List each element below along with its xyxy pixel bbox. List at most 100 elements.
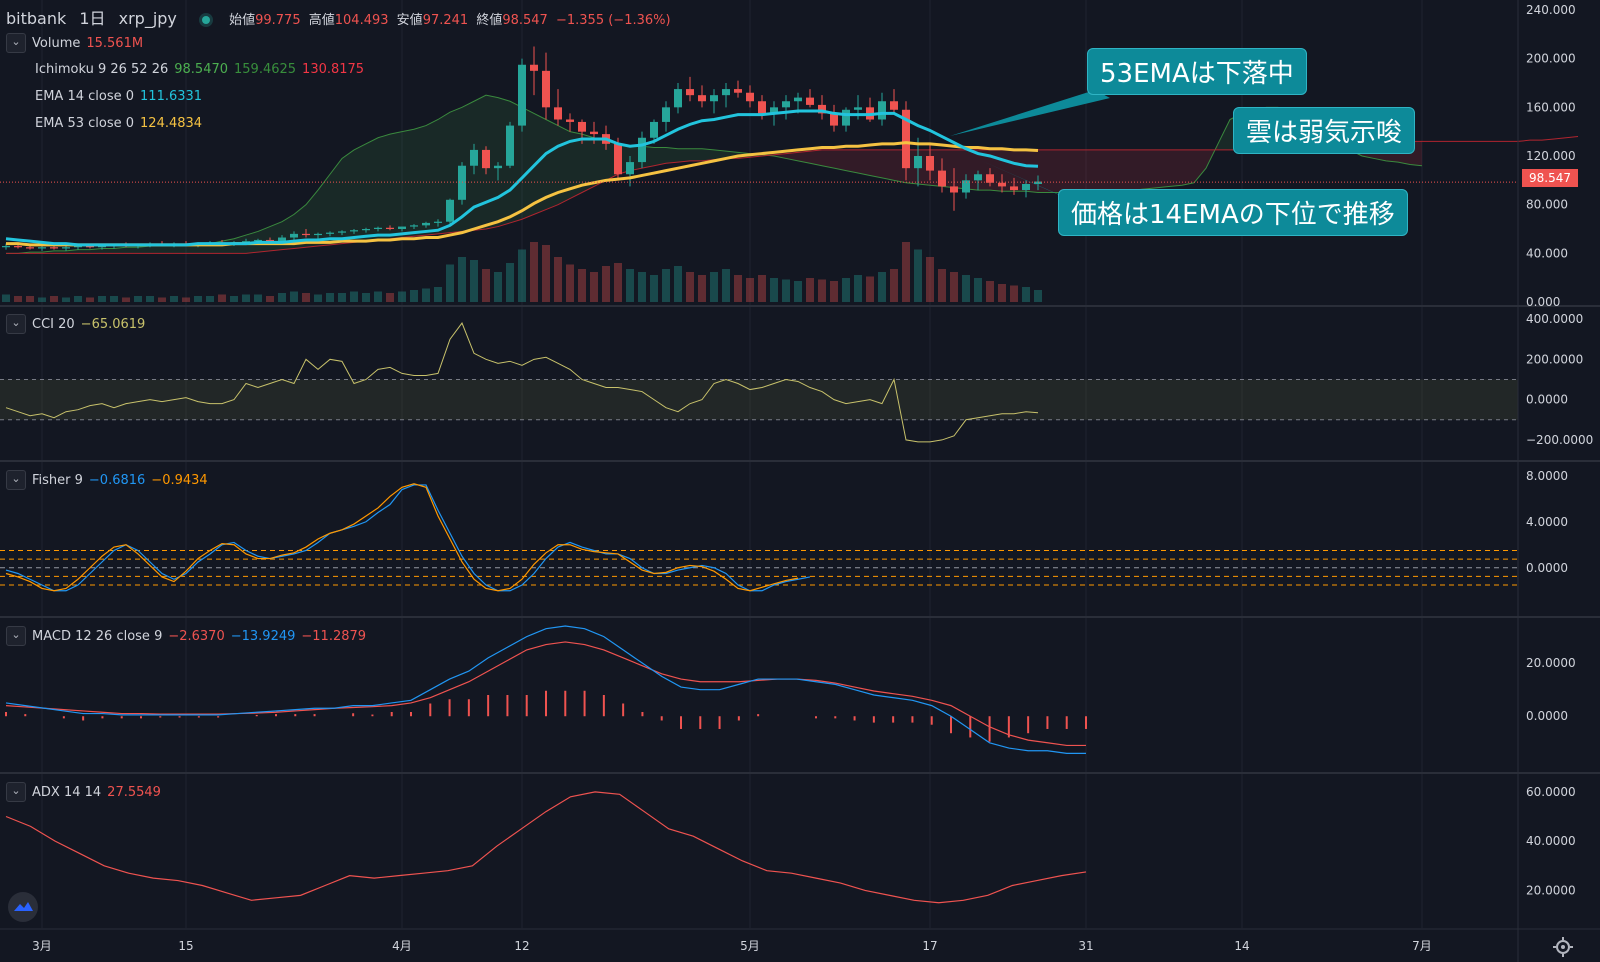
macd-pane: [5, 625, 1087, 754]
indicator-tick: 8.0000: [1526, 469, 1568, 483]
time-tick: 3月: [32, 939, 52, 953]
candle-body: [842, 109, 850, 126]
candle-body: [326, 232, 334, 234]
candle-body: [422, 222, 430, 226]
cloud-segment: [330, 158, 342, 245]
cloud-segment: [522, 107, 534, 220]
volume-bar: [626, 269, 634, 302]
volume-bar: [542, 245, 550, 302]
price-tick: 120.000: [1526, 149, 1576, 163]
candle-body: [578, 121, 586, 132]
price-axis[interactable]: 0.000 40.000 80.000 120.000 160.000 200.000 24…: [1526, 3, 1593, 897]
volume-bar: [362, 293, 370, 302]
candle-body: [494, 165, 502, 169]
collapse-macd-button[interactable]: ⌄: [6, 626, 26, 646]
legend-volume[interactable]: ⌄ Volume 15.561M: [6, 33, 149, 53]
volume-bar: [146, 296, 154, 302]
collapse-fisher-button[interactable]: ⌄: [6, 470, 26, 490]
volume-bar: [734, 275, 742, 302]
candle-body: [458, 165, 466, 200]
interval-label[interactable]: 1日: [79, 9, 106, 28]
cloud-segment: [1050, 149, 1062, 193]
candle-body: [1022, 183, 1030, 191]
candle-body: [698, 95, 706, 102]
callout-price-below-ema14: 価格は14EMAの下位で推移: [1058, 189, 1408, 236]
indicator-tick: 0.0000: [1526, 393, 1568, 407]
candle-body: [302, 233, 310, 236]
candle-body: [242, 241, 250, 243]
cloud-segment: [174, 244, 186, 254]
volume-bar: [494, 272, 502, 302]
candle-body: [566, 119, 574, 122]
volume-bar: [998, 284, 1006, 302]
callout-ema53-falling: 53EMAは下落中: [1087, 48, 1307, 95]
collapse-cci-button[interactable]: ⌄: [6, 314, 26, 334]
volume-bar: [518, 249, 526, 302]
legend-cci[interactable]: ⌄ CCI 20 −65.0619: [6, 314, 151, 334]
candle-body: [950, 186, 958, 193]
candle-body: [530, 64, 538, 71]
cloud-segment: [78, 249, 90, 254]
candle-body: [542, 70, 550, 108]
volume-bar: [758, 275, 766, 302]
volume-bar: [350, 291, 358, 302]
cloud-segment: [834, 149, 846, 171]
legend-adx[interactable]: ⌄ ADX 14 14 27.5549: [6, 782, 167, 802]
cloud-segment: [1182, 149, 1194, 186]
candle-body: [638, 137, 646, 163]
cloud-segment: [846, 149, 858, 174]
cloud-segment: [1038, 149, 1050, 193]
volume-bar: [218, 294, 226, 302]
candle-body: [998, 182, 1006, 187]
candle-body: [686, 89, 694, 96]
volume-bar: [1010, 285, 1018, 302]
volume-bar: [254, 294, 262, 302]
volume-bar: [650, 275, 658, 302]
candle-body: [878, 101, 886, 120]
volume-bar: [782, 279, 790, 302]
cloud-segment: [390, 131, 402, 239]
volume-bar: [914, 249, 922, 302]
legend-macd[interactable]: ⌄ MACD 12 26 close 9 −2.6370 −13.9249 −11.28…: [6, 626, 372, 646]
candle-body: [722, 89, 730, 96]
volume-bar: [338, 293, 346, 302]
legend-ema14[interactable]: EMA 14 close 0 111.6331: [35, 89, 203, 104]
cloud-segment: [126, 247, 138, 254]
settings-gear-icon[interactable]: [1552, 936, 1574, 958]
price-tick: 40.000: [1526, 246, 1568, 260]
symbol-header[interactable]: bitbank 1日 xrp_jpy 始値99.775 高値104.493 安値…: [6, 5, 671, 29]
volume-bar: [2, 294, 10, 302]
collapse-adx-button[interactable]: ⌄: [6, 782, 26, 802]
volume-bar: [1034, 290, 1042, 302]
cloud-segment: [162, 244, 174, 254]
volume-bar: [194, 296, 202, 302]
cloud-segment: [354, 143, 366, 243]
candle-body: [314, 233, 322, 236]
legend-ema53[interactable]: EMA 53 close 0 124.4834: [35, 116, 203, 131]
cloud-segment: [1086, 149, 1098, 193]
ema14-line: [5, 109, 1039, 247]
candle-body: [446, 199, 454, 222]
candle-body: [554, 107, 562, 120]
volume-bar: [698, 275, 706, 302]
indicator-tick: 60.0000: [1526, 785, 1576, 799]
candle-body: [974, 174, 982, 181]
volume-bar: [686, 272, 694, 302]
cloud-segment: [1170, 149, 1182, 187]
time-tick: 31: [1078, 939, 1093, 953]
candle-body: [818, 104, 826, 114]
time-axis[interactable]: 3月 15 4月 12 5月 17 31 14 7月: [32, 939, 1432, 953]
cloud-segment: [258, 226, 270, 253]
legend-fisher[interactable]: ⌄ Fisher 9 −0.6816 −0.9434: [6, 470, 214, 490]
cloud-segment: [342, 149, 354, 244]
indicator-tick: 20.0000: [1526, 656, 1576, 670]
candle-body: [290, 233, 298, 238]
cloud-segment: [1122, 149, 1134, 192]
legend-ichimoku[interactable]: Ichimoku 9 26 52 26 98.5470 159.4625 130.81…: [35, 62, 365, 77]
candle-body: [362, 229, 370, 231]
tradingview-logo-icon[interactable]: [8, 892, 38, 922]
collapse-legend-button[interactable]: ⌄: [6, 33, 26, 53]
indicator-tick: 4.0000: [1526, 515, 1568, 529]
